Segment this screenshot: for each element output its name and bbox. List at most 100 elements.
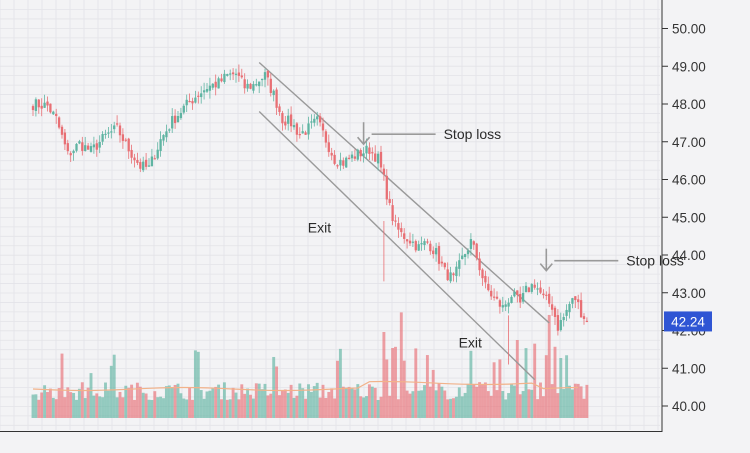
volume-bar — [359, 396, 363, 418]
candle — [443, 262, 446, 270]
candle-body — [223, 73, 226, 83]
candle — [310, 114, 313, 129]
candle — [81, 136, 84, 156]
volume-bar — [315, 382, 319, 418]
candle — [101, 131, 104, 146]
volume-bar — [356, 384, 360, 418]
volume-bar — [338, 348, 342, 418]
candle — [420, 236, 423, 251]
volume-bar — [478, 382, 482, 418]
volume-bar — [104, 382, 107, 418]
candle — [162, 134, 165, 146]
candle — [275, 87, 278, 115]
candle-body — [81, 142, 84, 151]
last-price-badge-bg — [664, 311, 712, 332]
candle — [562, 313, 565, 327]
volume-bar — [141, 392, 145, 418]
candle-body — [368, 147, 371, 154]
candle-body — [200, 93, 203, 98]
candle-body — [542, 293, 545, 296]
candle — [266, 70, 270, 86]
volume-bar — [544, 355, 548, 418]
candle-body — [69, 153, 72, 156]
candle — [582, 313, 586, 325]
volume-bar — [269, 393, 273, 418]
candle — [568, 301, 571, 319]
candle — [147, 158, 151, 167]
candle-body — [527, 287, 531, 292]
candle-body — [98, 141, 101, 148]
candle — [226, 73, 229, 77]
candle — [359, 148, 362, 162]
y-tick-label: 43.00 — [672, 286, 706, 301]
volume-bar — [237, 399, 241, 418]
volume-bar — [428, 386, 432, 418]
volume-bar — [118, 391, 122, 418]
candle-body — [289, 114, 293, 127]
candle-body — [313, 118, 316, 123]
exit-label: Exit — [308, 219, 331, 235]
candle — [229, 69, 232, 81]
candle-body — [382, 168, 386, 175]
candle-body — [194, 97, 197, 103]
candle — [40, 98, 43, 117]
candle-body — [214, 81, 217, 88]
candle — [223, 69, 226, 84]
candle-body — [136, 159, 139, 163]
candle-body — [171, 116, 174, 129]
candle-body — [385, 175, 388, 200]
volume-bar — [541, 396, 545, 418]
volume-bar — [417, 390, 421, 418]
candle-body — [66, 143, 69, 152]
volume-bar — [179, 393, 183, 418]
volume-bar — [263, 383, 267, 418]
candle — [156, 142, 159, 160]
candle — [510, 295, 513, 304]
candle — [577, 294, 580, 310]
volume-bar — [40, 392, 44, 418]
candle — [446, 262, 449, 282]
candle — [405, 239, 409, 249]
candle-body — [104, 133, 107, 136]
y-tick-label: 48.00 — [672, 97, 706, 112]
candle-body — [278, 106, 281, 113]
candle-body — [574, 296, 577, 301]
volume-bar — [362, 397, 366, 418]
candle — [347, 154, 351, 160]
volume-bar — [135, 382, 139, 418]
volume-bar — [365, 396, 368, 418]
candle-body — [565, 309, 568, 316]
candle — [478, 252, 481, 276]
candle-body — [336, 165, 339, 167]
volume-bar — [214, 386, 218, 418]
candle — [519, 286, 522, 309]
volume-bar — [434, 390, 438, 418]
volume-bar — [243, 393, 247, 418]
candle-body — [579, 300, 583, 318]
channel-upper-line — [258, 61, 550, 324]
volume-bar — [466, 383, 470, 418]
candle — [34, 97, 38, 117]
candle — [521, 285, 525, 304]
candle-body — [568, 303, 571, 313]
candle — [31, 104, 35, 117]
stop-loss-annotation: Stop loss — [356, 122, 501, 146]
candle-body — [553, 307, 557, 317]
volume-bar — [518, 394, 522, 418]
volume-bar — [309, 391, 313, 418]
volume-bar — [43, 385, 47, 418]
volume-bar — [423, 385, 426, 418]
volume-bar — [492, 362, 496, 418]
volume-bar — [286, 392, 290, 418]
volume-bar — [376, 399, 380, 418]
candle — [168, 128, 171, 133]
candle — [374, 145, 377, 162]
volume-bar — [498, 359, 502, 418]
candle-body — [513, 291, 516, 297]
candle-body — [487, 283, 490, 291]
candle — [368, 142, 371, 161]
volume-bar — [112, 354, 116, 418]
candle-body — [156, 149, 159, 159]
candle-body — [292, 125, 296, 128]
volume-bar — [83, 398, 87, 418]
